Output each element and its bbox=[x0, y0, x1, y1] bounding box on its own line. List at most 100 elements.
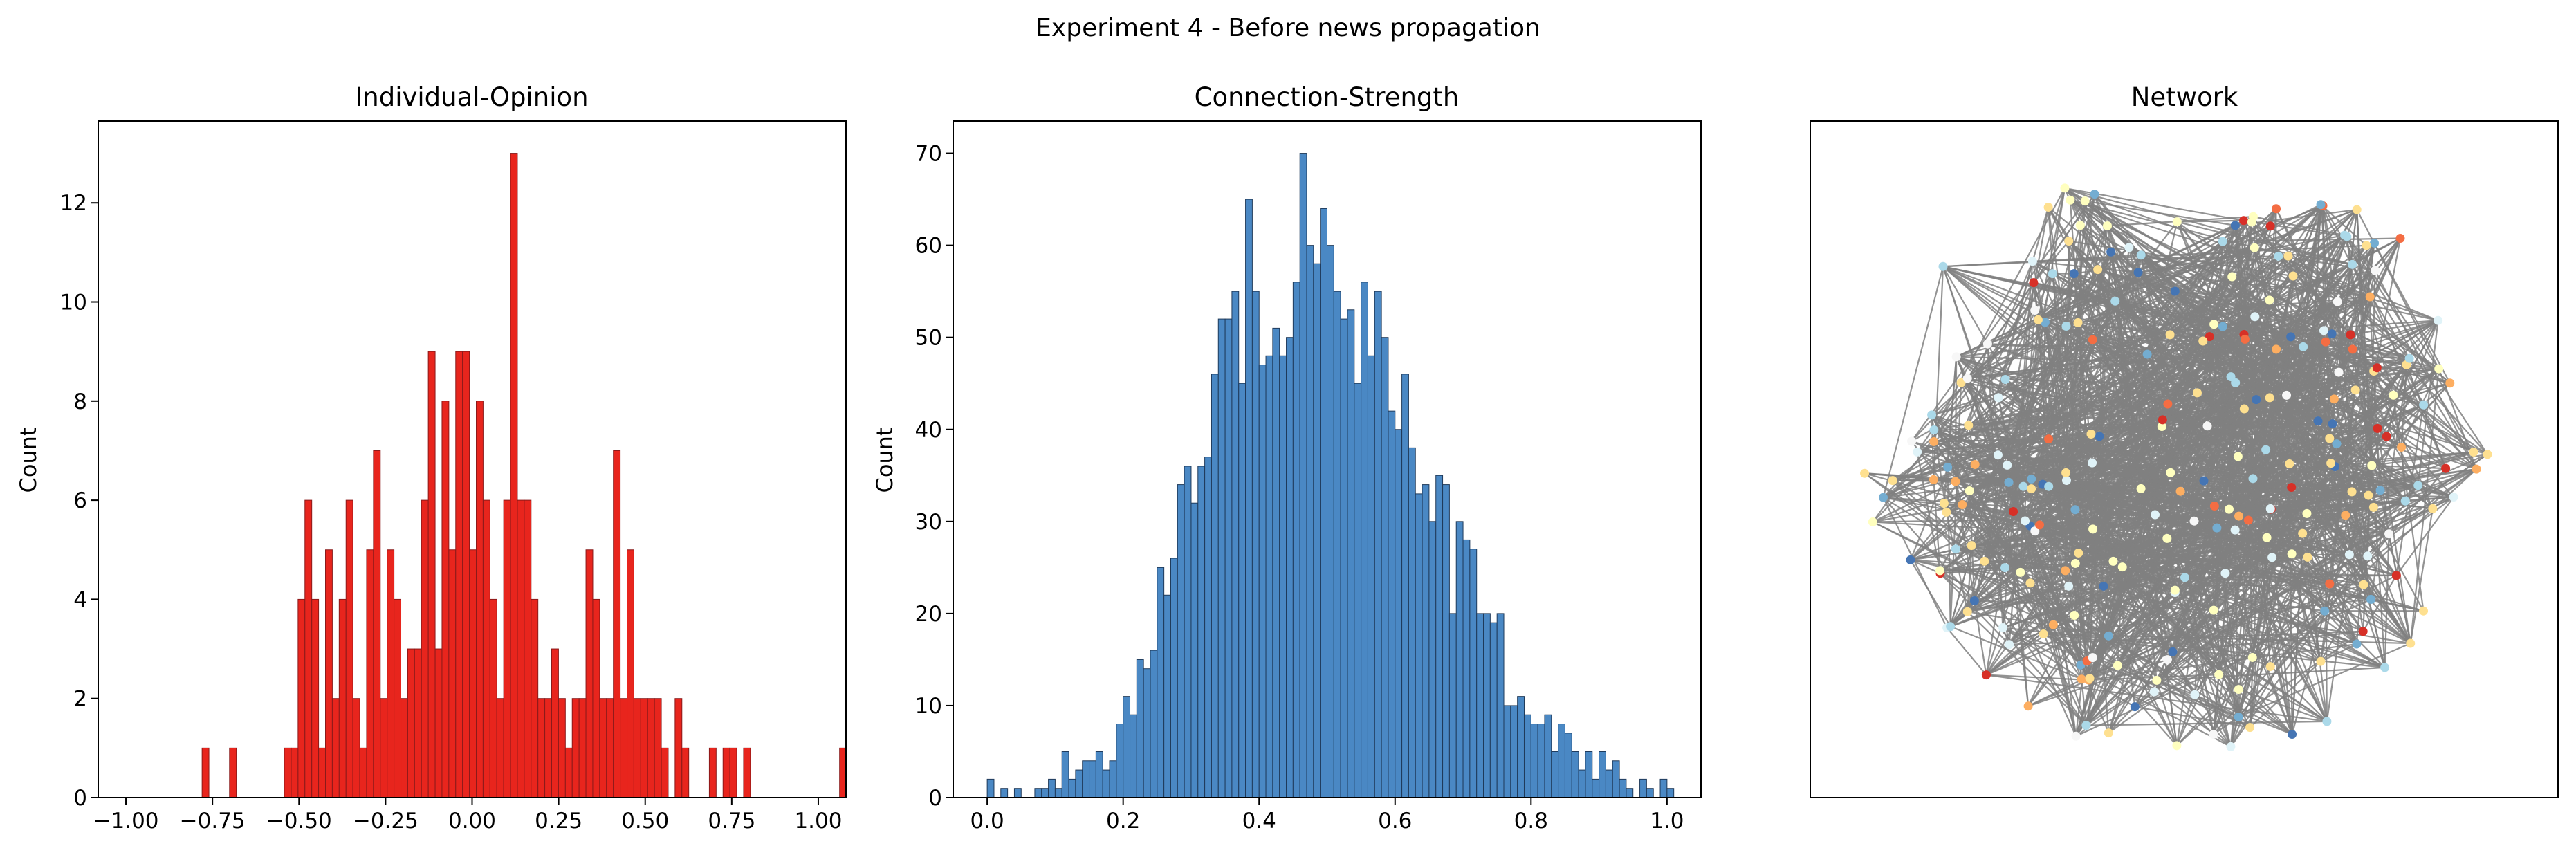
strength-bar bbox=[1224, 318, 1233, 798]
strength-bar bbox=[1150, 650, 1158, 798]
strength-bar bbox=[1395, 429, 1403, 798]
network-node bbox=[2212, 523, 2222, 533]
network-node bbox=[2030, 526, 2040, 536]
strength-y-axis: 0 10 20 30 40 50 60 70 bbox=[915, 142, 953, 811]
strength-y-tick-label: 70 bbox=[915, 142, 942, 167]
strength-bar bbox=[1442, 484, 1450, 798]
network-node bbox=[2199, 476, 2209, 486]
network-node bbox=[2202, 421, 2212, 431]
network-node bbox=[1929, 425, 1939, 434]
strength-bar bbox=[1286, 337, 1294, 798]
network-node bbox=[2029, 278, 2039, 288]
network-edge bbox=[2156, 679, 2239, 718]
network-node bbox=[2209, 320, 2219, 329]
network-node bbox=[2419, 400, 2429, 410]
opinion-y-tick-label: 4 bbox=[73, 587, 87, 612]
opinion-y-tick-label: 12 bbox=[60, 191, 87, 216]
strength-bar bbox=[1211, 374, 1219, 798]
strength-bar bbox=[1435, 475, 1444, 798]
network-edge bbox=[1956, 514, 2346, 550]
strength-bar bbox=[1347, 309, 1355, 798]
network-node bbox=[2088, 335, 2097, 344]
opinion-bar bbox=[620, 698, 628, 798]
opinion-bar bbox=[564, 747, 573, 798]
network-node bbox=[2088, 653, 2097, 663]
strength-bar bbox=[1292, 282, 1300, 798]
network-node bbox=[2168, 647, 2178, 656]
network-node bbox=[2130, 702, 2140, 712]
network-node bbox=[2110, 296, 2120, 306]
opinion-bar bbox=[592, 598, 600, 798]
strength-x-tick-label: 0.2 bbox=[1106, 809, 1140, 834]
network-node bbox=[2395, 234, 2405, 243]
opinion-y-tick-label: 0 bbox=[73, 786, 87, 811]
opinion-bar bbox=[455, 351, 463, 798]
network-node bbox=[2316, 656, 2326, 666]
network-node bbox=[1907, 436, 1917, 446]
network-node bbox=[2170, 585, 2180, 595]
network-node bbox=[2166, 468, 2175, 477]
strength-bar bbox=[1605, 769, 1613, 798]
network-edge bbox=[2135, 706, 2250, 728]
strength-bar bbox=[1048, 778, 1056, 798]
network-edge bbox=[2155, 513, 2267, 539]
network-node bbox=[2334, 367, 2344, 377]
network-node bbox=[1878, 493, 1888, 502]
network-node bbox=[2348, 344, 2357, 354]
network-edge bbox=[2229, 717, 2240, 747]
network-node bbox=[2218, 237, 2227, 246]
opinion-histogram-panel: Individual-Opinion Count −1.00 −0.75 −0.50… bbox=[15, 82, 847, 834]
network-node bbox=[2240, 334, 2250, 344]
network-edge bbox=[2307, 468, 2477, 558]
network-node bbox=[2070, 558, 2080, 568]
network-node bbox=[1982, 339, 1992, 349]
opinion-bar bbox=[407, 648, 415, 798]
network-edge bbox=[2033, 240, 2070, 284]
opinion-bar bbox=[599, 698, 607, 798]
network-edge bbox=[2066, 329, 2324, 481]
network-node bbox=[2198, 336, 2208, 346]
network-node bbox=[2104, 631, 2113, 641]
network-edge bbox=[1892, 479, 1957, 550]
strength-bar bbox=[1197, 466, 1206, 798]
network-node bbox=[2080, 196, 2090, 206]
network-node bbox=[2250, 312, 2260, 322]
strength-bar bbox=[1123, 696, 1131, 798]
network-node bbox=[2226, 372, 2236, 382]
strength-bar bbox=[1626, 788, 1634, 798]
network-node bbox=[2088, 524, 2098, 534]
opinion-bar bbox=[578, 698, 587, 798]
network-node bbox=[2233, 452, 2243, 461]
network-node bbox=[2434, 315, 2443, 325]
network-node bbox=[2189, 516, 2199, 526]
network-edge bbox=[1967, 611, 2109, 637]
network-node bbox=[1929, 475, 1938, 484]
strength-bar bbox=[1136, 659, 1144, 798]
opinion-bar bbox=[489, 598, 497, 798]
network-node bbox=[2325, 434, 2335, 443]
strength-bar bbox=[1612, 760, 1620, 798]
network-edge bbox=[2098, 272, 2140, 437]
network-node bbox=[2044, 434, 2054, 444]
network-node bbox=[2018, 481, 2028, 491]
network-edge bbox=[2073, 273, 2240, 717]
network-node bbox=[2449, 492, 2458, 502]
opinion-x-tick-label: 0.75 bbox=[708, 809, 755, 834]
strength-bar bbox=[1068, 778, 1076, 798]
network-node bbox=[1868, 517, 1877, 527]
network-node bbox=[2391, 571, 2401, 580]
network-node bbox=[2162, 655, 2172, 665]
network-node bbox=[2469, 447, 2478, 457]
network-node bbox=[2224, 504, 2234, 514]
network-edge bbox=[1942, 266, 2008, 466]
strength-bar bbox=[1599, 751, 1606, 798]
network-node bbox=[2302, 508, 2312, 518]
strength-bar bbox=[1327, 245, 1334, 798]
strength-bar bbox=[1646, 788, 1654, 798]
network-edge bbox=[2346, 236, 2373, 466]
network-edge bbox=[2351, 491, 2411, 644]
network-node bbox=[2372, 363, 2382, 373]
strength-bar bbox=[1116, 724, 1124, 798]
network-node bbox=[2060, 183, 2070, 193]
network-edge bbox=[2032, 282, 2178, 746]
